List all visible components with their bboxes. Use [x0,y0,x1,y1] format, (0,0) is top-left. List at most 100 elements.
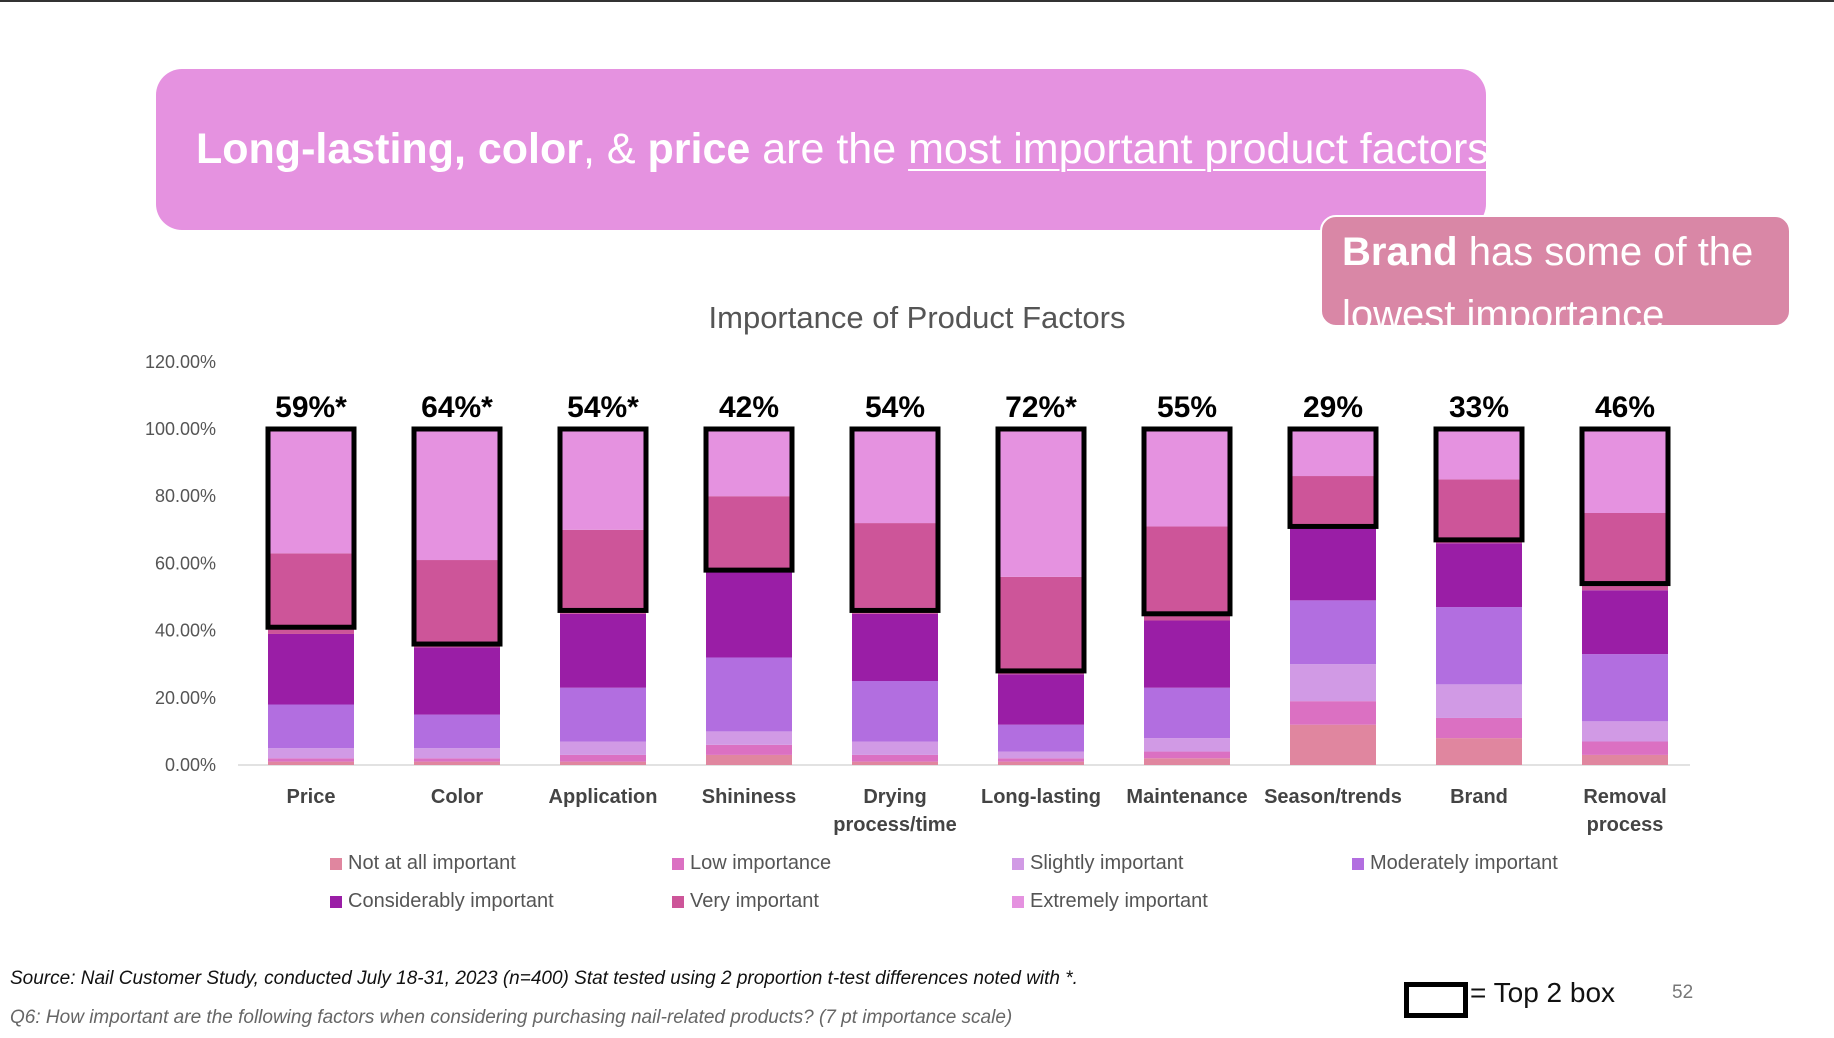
bar-segment-considerably-important [1290,526,1376,601]
legend-item: Not at all important [330,852,516,875]
legend-label: Moderately important [1370,852,1558,874]
headline-connector: , & [582,125,648,173]
bar-segment-moderately-important [1436,607,1522,685]
bar-segment-low-importance [268,758,354,762]
headline-banner: Long-lasting, color, & price are the mos… [156,69,1489,230]
bar-segment-very-important [1582,513,1668,591]
bar-segment-moderately-important [268,704,354,749]
bar-segment-low-importance [1436,717,1522,739]
headline-middle: are the [750,125,909,173]
legend-swatch [1352,857,1364,870]
top2-key-box [1404,982,1468,1018]
callout-line-1: Brand has some of the [1342,221,1789,284]
bar-segment-very-important [560,529,646,614]
top2-percentage-label: 59%* [275,391,347,424]
top2-percentage-label: 42% [719,391,779,424]
bar-segment-slightly-important [1290,664,1376,702]
legend-swatch [672,857,684,870]
top2-box [849,426,941,613]
bar-segment-extremely-important [852,429,938,524]
bar-segment-considerably-important [1582,590,1668,655]
legend-item: Considerably important [330,890,554,913]
x-category-label: Maintenance [1126,786,1247,808]
bar-segment-very-important [1436,479,1522,544]
y-tick-label: 120.00% [145,352,216,372]
bar-segment-moderately-important [852,681,938,742]
question-note: Q6: How important are the following fact… [10,1007,1013,1028]
y-tick-label: 80.00% [155,486,216,506]
top2-percentage-label: 29% [1303,391,1363,424]
callout-line-2: lowest importance [1342,284,1789,347]
bar-segment-considerably-important [414,647,500,715]
bar-segment-very-important [268,553,354,634]
bar-segment-very-important [1290,476,1376,527]
bar-segment-low-importance [706,744,792,755]
callout-brand: Brand [1342,230,1458,274]
legend-swatch [1012,895,1024,908]
bar-segment-not-at-all-important [1290,724,1376,765]
top2-box [1287,426,1379,529]
bar-segment-very-important [852,523,938,614]
bar-segment-not-at-all-important [1144,758,1230,765]
page-number: 52 [1672,982,1694,1003]
headline-text: Long-lasting, color, & price are the mos… [196,125,1489,174]
legend-swatch [330,895,342,908]
bar-segment-moderately-important [414,714,500,749]
bar-segment-considerably-important [1436,543,1522,608]
callout-importance: importance [1455,293,1665,337]
legend-item: Very important [672,890,819,913]
bar-segment-slightly-important [1436,684,1522,718]
bar-segment-considerably-important [852,613,938,681]
bar-segment-extremely-important [998,429,1084,577]
top2-box [265,426,357,630]
bar-segment-moderately-important [998,724,1084,752]
bar-segment-extremely-important [414,429,500,561]
bar-segment-very-important [998,576,1084,675]
bar-segment-extremely-important [268,429,354,554]
top2-box [557,426,649,613]
top2-box [703,426,795,573]
bar-segment-considerably-important [560,613,646,688]
y-tick-label: 20.00% [155,688,216,708]
bar-segment-considerably-important [268,633,354,705]
top2-percentage-label: 54% [865,391,925,424]
top2-percentage-label: 72%* [1005,391,1077,424]
legend-swatch [330,857,342,870]
bar-segment-slightly-important [414,748,500,759]
top2-percentage-label: 46% [1595,391,1655,424]
bar-segment-not-at-all-important [706,754,792,765]
top2-box [995,426,1087,674]
bar-segment-extremely-important [706,429,792,497]
bar-segment-low-importance [560,754,646,762]
legend-label: Not at all important [348,852,516,874]
legend-label: Low importance [690,852,832,874]
top2-key-label: = Top 2 box [1470,977,1616,1008]
bar-segment-low-importance [1144,751,1230,759]
bar-segment-moderately-important [1144,687,1230,739]
x-category-label: Season/trends [1264,786,1402,808]
bar-segment-low-importance [998,758,1084,762]
bar-segment-moderately-important [706,657,792,732]
x-category-label: Drying process/time [833,786,956,836]
brand-callout: Brand has some of the lowest importance [1320,215,1791,337]
bar-segment-moderately-important [560,687,646,742]
bar-segment-extremely-important [1436,429,1522,480]
bar-segment-extremely-important [1290,429,1376,477]
legend-swatch [672,895,684,908]
legend-label: Slightly important [1030,852,1184,874]
bar-segment-extremely-important [1144,429,1230,527]
bar-segment-moderately-important [1582,654,1668,722]
top2-box [1433,426,1525,543]
bar-segment-moderately-important [1290,600,1376,665]
top2-box [1141,426,1233,617]
bar-segment-low-importance [414,758,500,762]
y-tick-label: 0.00% [165,755,216,775]
bar-segment-not-at-all-important [268,761,354,765]
chart-title: Importance of Product Factors [709,300,1126,335]
bar-segment-not-at-all-important [1582,754,1668,765]
x-category-label: Brand [1450,786,1508,808]
bar-segment-not-at-all-important [414,761,500,765]
bar-segment-low-importance [852,754,938,762]
bar-segment-considerably-important [998,674,1084,725]
bar-segment-slightly-important [268,748,354,759]
